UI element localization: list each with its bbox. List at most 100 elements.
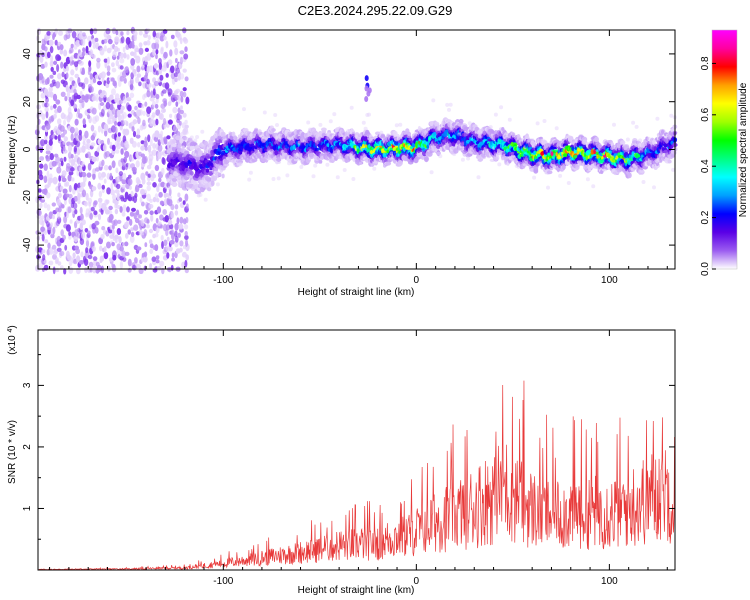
- spectrogram-cell: [179, 109, 184, 115]
- spectrogram-cell: [57, 134, 61, 142]
- spectrogram-cell: [46, 51, 51, 59]
- spectrogram-cell: [76, 148, 81, 156]
- spectrogram-cell: [65, 72, 69, 79]
- spectrogram-cell: [62, 145, 66, 152]
- spectrogram-cell: [119, 125, 123, 131]
- spectrogram-cell: [44, 135, 48, 141]
- spectrogram-cell: [186, 173, 191, 178]
- spectrogram-cell: [49, 74, 54, 79]
- spectrogram-cell: [169, 49, 173, 57]
- spectrogram-cell: [149, 210, 154, 215]
- spectrogram-cell: [170, 65, 175, 74]
- spectrogram-cell: [70, 177, 75, 182]
- spectrogram-cell: [163, 136, 167, 144]
- spectrogram-cell: [140, 219, 145, 227]
- spectrogram-cell: [74, 127, 79, 134]
- spectrogram-cell: [224, 163, 230, 167]
- spectrogram-cell: [132, 119, 138, 125]
- spectrogram-cell: [85, 239, 90, 248]
- spectrogram-cell: [111, 224, 115, 230]
- spectrogram-cell: [153, 80, 160, 87]
- spectrogram-cell: [124, 140, 129, 148]
- spectrogram-cell: [65, 224, 71, 232]
- spectrogram-cell: [126, 30, 130, 36]
- spectrogram-cell: [79, 166, 83, 173]
- spectrogram-cell: [132, 30, 138, 37]
- spectrogram-cell: [100, 139, 105, 145]
- spectrogram-cell: [165, 73, 169, 78]
- spectrogram-cell: [93, 130, 97, 137]
- spectrogram-cell: [106, 56, 110, 65]
- spectrogram-cell: [78, 113, 83, 119]
- spectrogram-cell: [52, 70, 57, 75]
- spectrogram-cell: [149, 198, 153, 203]
- spectrogram-cell: [60, 61, 64, 69]
- spectrogram-cell: [146, 106, 152, 114]
- spectrogram-cell: [81, 219, 86, 226]
- spectrogram-cell: [179, 73, 185, 80]
- spectrogram-cell: [181, 261, 186, 268]
- spectrogram-cell: [57, 73, 62, 80]
- spectrogram-cell: [141, 103, 145, 109]
- spectrogram-cell: [97, 182, 102, 190]
- spectrogram-cell: [75, 248, 80, 255]
- spectrogram-cell: [143, 155, 148, 164]
- spectrogram-cell: [138, 42, 143, 48]
- spectrogram-cell: [154, 244, 159, 252]
- spectrogram-cell: [90, 241, 95, 248]
- spectrogram-cell: [111, 160, 116, 169]
- spectrogram-cell: [162, 98, 168, 104]
- plot-title: C2E3.2024.295.22.09.G29: [297, 3, 453, 18]
- spectrogram-cell: [511, 132, 515, 138]
- spectrogram-cell: [130, 231, 135, 237]
- spectrogram-cell: [118, 236, 122, 244]
- spectrogram-cell: [93, 200, 98, 206]
- spectrogram-cell: [438, 154, 443, 159]
- spectrogram-cell: [49, 177, 54, 183]
- spectrogram-cell: [171, 257, 176, 262]
- spectrogram-cell: [61, 170, 67, 177]
- spectrogram-cell: [153, 63, 159, 69]
- spectrogram-cell: [52, 176, 58, 185]
- spectrogram-cell: [132, 166, 137, 173]
- spectrogram-cell: [136, 263, 141, 270]
- spectrogram-cell: [45, 157, 51, 162]
- spectrogram-cell: [84, 130, 89, 139]
- spectrogram-cell: [156, 206, 162, 214]
- spectrogram-cell: [73, 183, 78, 191]
- spectrogram-cell: [417, 147, 422, 151]
- spectrogram-cell: [49, 144, 53, 151]
- spectrogram-cell: [561, 164, 566, 171]
- spectrogram-cell: [152, 48, 156, 56]
- spectrogram-cell: [429, 170, 434, 175]
- spectrogram-cell: [271, 177, 276, 181]
- spectrogram-cell: [81, 51, 86, 57]
- spectrogram-cell: [159, 200, 164, 206]
- spectrogram-cell: [179, 50, 185, 55]
- spectrogram-cell: [146, 53, 152, 61]
- spectrogram-cell: [108, 213, 114, 221]
- spectrogram-cell: [73, 83, 78, 89]
- spectrogram-cell: [48, 86, 53, 93]
- spectrogram-cell: [177, 192, 181, 198]
- spectrogram-cell: [100, 234, 105, 240]
- spectrogram-cell: [138, 47, 144, 55]
- spectrogram-cell: [61, 71, 65, 78]
- spectrogram-cell: [158, 62, 163, 70]
- spectrogram-cell: [67, 106, 72, 115]
- spectrogram-cell: [173, 124, 178, 133]
- spectrogram-cell: [76, 255, 81, 263]
- spectrogram-cell: [136, 209, 140, 216]
- spectrogram-cell: [50, 233, 55, 239]
- spectrogram-cell: [111, 107, 116, 115]
- spectrogram-cell: [116, 47, 120, 52]
- spectrogram-cell: [58, 162, 61, 168]
- spectrogram-cell: [110, 77, 115, 82]
- spectrogram-cell: [56, 64, 60, 73]
- spectrogram-cell: [206, 177, 213, 182]
- spectrogram-cell: [45, 150, 51, 155]
- spectrogram-cell: [167, 186, 172, 191]
- spectrogram-cell: [146, 87, 150, 93]
- spectrogram-cell: [64, 96, 68, 102]
